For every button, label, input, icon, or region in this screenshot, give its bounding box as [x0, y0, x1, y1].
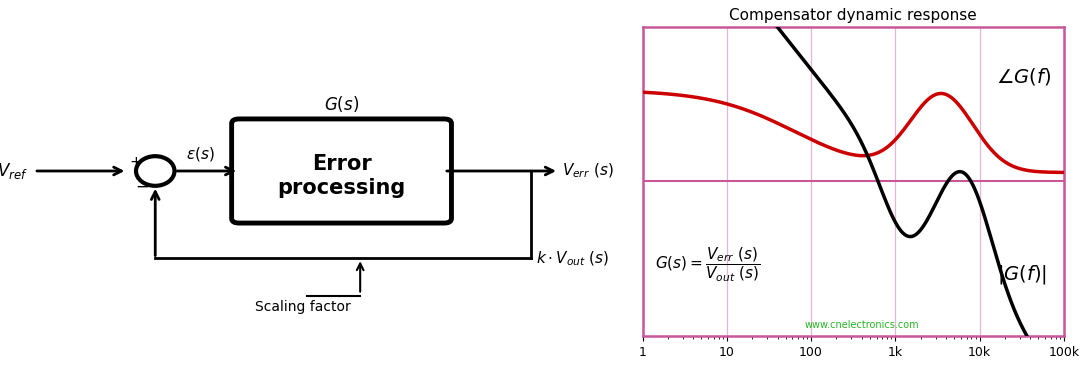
Text: Error: Error: [312, 154, 372, 174]
Text: $+$: $+$: [129, 155, 141, 170]
Text: $k \cdot V_{out}\ (s)$: $k \cdot V_{out}\ (s)$: [536, 249, 609, 268]
Title: Compensator dynamic response: Compensator dynamic response: [729, 8, 977, 23]
Text: $\varepsilon(s)$: $\varepsilon(s)$: [186, 145, 214, 163]
Text: $\angle G(f)$: $\angle G(f)$: [996, 66, 1051, 87]
Text: Scaling factor: Scaling factor: [255, 300, 350, 314]
Text: processing: processing: [278, 178, 406, 198]
Text: $V_{err}\ (s)$: $V_{err}\ (s)$: [562, 162, 613, 180]
Text: www.cnelectronics.com: www.cnelectronics.com: [805, 320, 919, 330]
Text: $V_{ref}$: $V_{ref}$: [0, 161, 28, 181]
Text: $G(s)=\dfrac{V_{err}\ (s)}{V_{out}\ (s)}$: $G(s)=\dfrac{V_{err}\ (s)}{V_{out}\ (s)}…: [656, 246, 760, 284]
Text: $-$: $-$: [135, 176, 149, 195]
FancyBboxPatch shape: [231, 119, 451, 223]
Text: $G(s)$: $G(s)$: [324, 94, 360, 114]
Text: $|G(f)|$: $|G(f)|$: [997, 263, 1047, 286]
